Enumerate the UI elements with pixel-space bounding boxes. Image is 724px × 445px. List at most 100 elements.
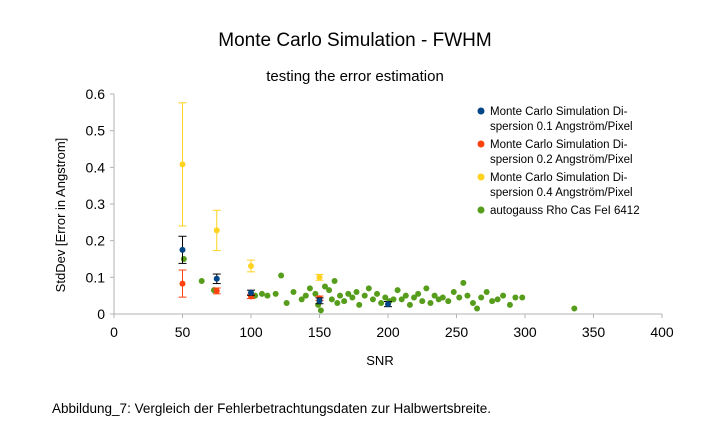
- legend-label: Monte Carlo Simulation Di-: [490, 139, 628, 151]
- y-tick-label: 0.1: [86, 269, 106, 285]
- chart-subtitle: testing the error estimation: [266, 68, 444, 85]
- chart-title: Monte Carlo Simulation - FWHM: [218, 30, 491, 51]
- data-point: [365, 285, 372, 292]
- legend-label: spersion 0.2 Angström/Pixel: [490, 154, 633, 166]
- legend-marker: [477, 206, 485, 214]
- data-point: [415, 290, 422, 297]
- y-tick-label: 0.2: [86, 233, 106, 249]
- legend: Monte Carlo Simulation Di-spersion 0.1 A…: [477, 106, 640, 217]
- x-tick-label: 300: [513, 324, 537, 340]
- data-point: [460, 279, 467, 286]
- data-point: [264, 292, 271, 299]
- figure-caption: Abbildung_7: Vergleich der Fehlerbetrach…: [52, 401, 492, 416]
- y-axis-label: StdDev [Error in Angstrom]: [53, 138, 68, 293]
- x-tick-label: 250: [445, 324, 469, 340]
- data-point: [419, 298, 426, 305]
- x-axis-label: SNR: [366, 353, 393, 368]
- data-point: [331, 278, 338, 284]
- data-point: [369, 296, 376, 303]
- data-point: [356, 301, 363, 308]
- data-point: [450, 289, 457, 295]
- series-3: [178, 102, 324, 281]
- legend-label: Monte Carlo Simulation Di-: [490, 172, 628, 184]
- data-point: [431, 292, 438, 299]
- y-axis-ticks: 0 0.1 0.2 0.3 0.4 0.5 0.6: [86, 86, 114, 322]
- y-tick-label: 0.4: [86, 159, 106, 175]
- data-point: [317, 307, 324, 314]
- data-point: [519, 294, 526, 301]
- data-point: [361, 292, 368, 299]
- data-point: [316, 274, 323, 281]
- y-tick-label: 0: [97, 306, 105, 322]
- data-point: [374, 290, 381, 297]
- data-point: [402, 292, 409, 299]
- x-tick-label: 100: [239, 324, 263, 340]
- x-tick-label: 0: [110, 324, 118, 340]
- data-point: [312, 290, 319, 297]
- series-4: [180, 256, 578, 314]
- data-point: [326, 287, 333, 294]
- data-point: [272, 290, 279, 297]
- data-point: [337, 292, 344, 299]
- data-point: [306, 285, 313, 292]
- data-point: [302, 292, 309, 299]
- data-point: [382, 294, 389, 301]
- data-point: [328, 296, 335, 303]
- data-point: [483, 289, 490, 295]
- data-point: [445, 298, 452, 305]
- data-point: [500, 292, 507, 299]
- legend-label: Monte Carlo Simulation Di-: [490, 106, 628, 118]
- y-tick-label: 0.5: [86, 123, 106, 139]
- data-point: [423, 285, 430, 292]
- data-point: [213, 227, 220, 234]
- legend-marker: [477, 107, 485, 115]
- data-point: [179, 246, 186, 253]
- y-tick-label: 0.3: [86, 196, 106, 212]
- data-point: [506, 301, 513, 308]
- data-point: [456, 294, 463, 301]
- legend-marker: [477, 173, 485, 181]
- data-point: [478, 294, 485, 301]
- data-point: [406, 301, 413, 308]
- data-point: [179, 161, 186, 168]
- data-point: [198, 278, 205, 284]
- data-point: [512, 294, 519, 301]
- data-point: [489, 298, 496, 305]
- data-point: [290, 289, 297, 295]
- x-tick-label: 50: [175, 324, 191, 340]
- data-point: [411, 294, 418, 301]
- data-point: [390, 296, 397, 303]
- data-point: [385, 301, 391, 308]
- data-point: [394, 287, 401, 294]
- data-point: [378, 300, 385, 306]
- data-point: [278, 272, 285, 279]
- data-point: [341, 298, 348, 305]
- data-point: [349, 294, 356, 301]
- legend-label: spersion 0.1 Angström/Pixel: [490, 121, 633, 133]
- data-point: [353, 289, 360, 295]
- x-tick-label: 350: [582, 324, 606, 340]
- data-point: [213, 275, 220, 282]
- data-point: [427, 300, 434, 306]
- legend-label: autogauss Rho Cas FeI 6412: [490, 205, 640, 217]
- data-point: [180, 256, 187, 262]
- x-tick-label: 400: [650, 324, 674, 340]
- y-tick-label: 0.6: [86, 86, 106, 102]
- data-point: [283, 300, 290, 306]
- data-point: [474, 305, 481, 312]
- data-point: [494, 296, 501, 303]
- data-point: [213, 287, 220, 294]
- data-point: [258, 290, 265, 297]
- data-point: [248, 262, 254, 269]
- data-point: [464, 292, 471, 299]
- series-1: [178, 235, 392, 308]
- x-tick-label: 200: [376, 324, 400, 340]
- data-point: [334, 300, 341, 306]
- data-point: [571, 305, 578, 312]
- data-point: [398, 296, 405, 303]
- data-point: [439, 294, 446, 301]
- data-point: [179, 280, 186, 287]
- plot-area: 0 50 100 150 200 250 300 350 400 0 0.1 0.2 0.3 0.4 0.…: [86, 86, 674, 340]
- legend-label: spersion 0.4 Angström/Pixel: [490, 187, 633, 199]
